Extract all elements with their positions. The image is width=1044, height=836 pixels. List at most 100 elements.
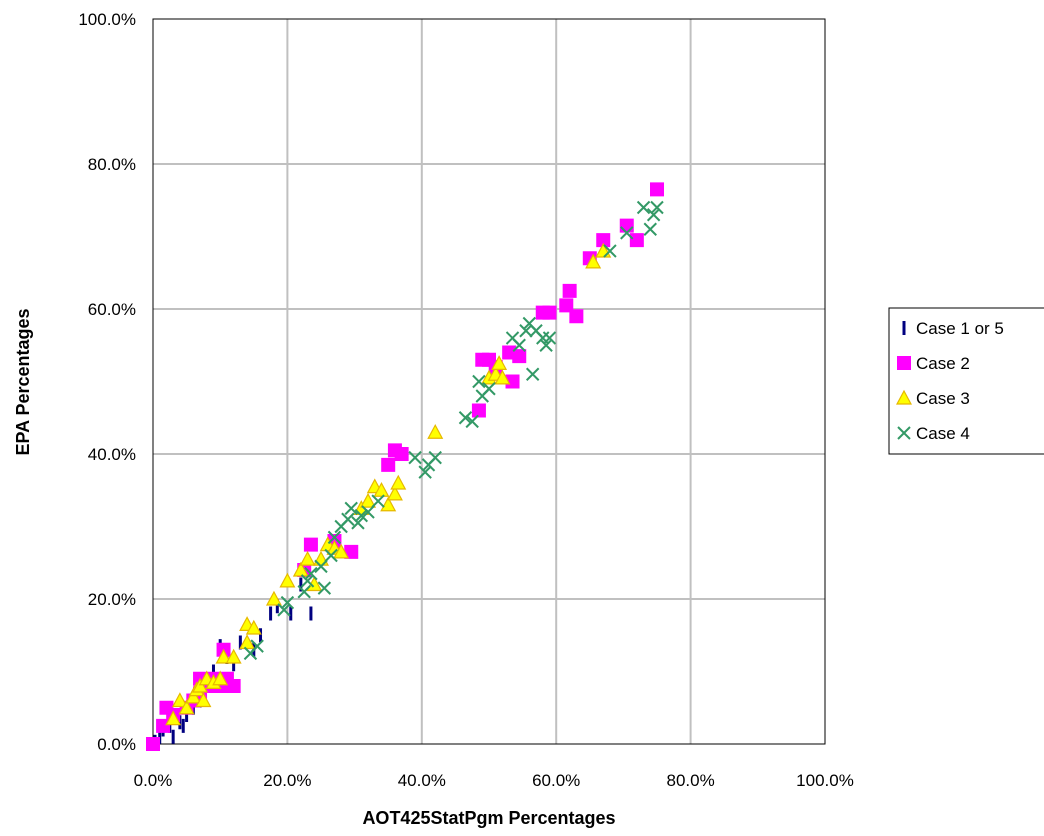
data-point bbox=[300, 574, 315, 588]
data-point bbox=[519, 324, 533, 338]
data-point bbox=[360, 492, 377, 508]
data-point bbox=[317, 581, 332, 595]
data-point bbox=[354, 508, 369, 523]
legend-marker bbox=[902, 321, 906, 335]
data-point bbox=[215, 648, 232, 664]
data-point bbox=[418, 465, 432, 479]
data-point bbox=[636, 200, 651, 215]
legend-box bbox=[888, 307, 1044, 455]
legend-marker bbox=[897, 356, 911, 370]
data-point bbox=[185, 708, 189, 722]
y-tick-labels: 0.0% 20.0% 40.0% 60.0% 80.0% 100.0% bbox=[78, 10, 136, 754]
data-point bbox=[178, 699, 195, 715]
data-point bbox=[512, 338, 526, 352]
data-point bbox=[428, 450, 442, 465]
data-point bbox=[238, 635, 242, 650]
data-point bbox=[525, 367, 540, 381]
data-point bbox=[512, 349, 527, 364]
data-point bbox=[471, 403, 486, 418]
data-point bbox=[373, 481, 390, 497]
data-point bbox=[427, 423, 444, 439]
x-tick-label: 0.0% bbox=[134, 771, 173, 790]
series-4 bbox=[243, 200, 664, 661]
data-point bbox=[341, 512, 355, 526]
data-point bbox=[303, 537, 318, 552]
data-point bbox=[178, 715, 182, 730]
data-point bbox=[226, 679, 241, 693]
y-tick-label: 60.0% bbox=[88, 300, 136, 319]
data-point bbox=[250, 639, 264, 653]
data-point bbox=[620, 226, 634, 240]
data-point bbox=[650, 200, 664, 215]
x-tick-label: 80.0% bbox=[666, 771, 714, 790]
y-tick-label: 100.0% bbox=[78, 10, 136, 29]
data-point bbox=[386, 485, 403, 501]
data-point bbox=[371, 494, 385, 508]
data-point bbox=[185, 688, 202, 704]
legend-label: Case 2 bbox=[916, 354, 970, 373]
data-point bbox=[596, 233, 611, 248]
data-point bbox=[292, 561, 309, 577]
legend-item-2: Case 2 bbox=[897, 354, 970, 373]
data-point bbox=[146, 737, 160, 751]
data-point bbox=[394, 447, 409, 461]
data-point bbox=[381, 457, 396, 472]
y-tick-label: 80.0% bbox=[88, 155, 136, 174]
data-point bbox=[380, 496, 397, 512]
legend: Case 1 or 5 Case 2 Case 3 Case 4 bbox=[888, 307, 1044, 455]
data-point bbox=[275, 599, 279, 614]
data-point bbox=[171, 692, 188, 708]
data-point bbox=[327, 530, 342, 545]
data-point bbox=[181, 718, 185, 733]
data-point bbox=[239, 634, 256, 650]
legend-label: Case 4 bbox=[916, 424, 970, 443]
data-point bbox=[309, 606, 313, 621]
data-point bbox=[542, 305, 557, 320]
legend-item-3: Case 3 bbox=[895, 389, 970, 408]
data-point bbox=[646, 208, 661, 222]
data-point bbox=[165, 710, 182, 726]
data-point bbox=[171, 729, 175, 744]
x-tick-label: 60.0% bbox=[532, 771, 580, 790]
data-point bbox=[344, 544, 359, 559]
data-point bbox=[280, 595, 295, 610]
data-point bbox=[312, 550, 330, 566]
data-point bbox=[192, 677, 209, 693]
legend-item-1: Case 1 or 5 bbox=[902, 319, 1004, 338]
data-point bbox=[211, 664, 215, 679]
data-point bbox=[304, 566, 318, 581]
data-point bbox=[245, 619, 262, 635]
y-tick-label: 40.0% bbox=[88, 445, 136, 464]
legend-label: Case 1 or 5 bbox=[916, 319, 1004, 338]
data-point bbox=[458, 411, 473, 425]
data-point bbox=[562, 283, 577, 298]
data-point bbox=[491, 355, 508, 370]
x-tick-label: 40.0% bbox=[398, 771, 446, 790]
y-axis-title: EPA Percentages bbox=[13, 308, 33, 455]
data-point bbox=[585, 253, 602, 269]
plot-area bbox=[152, 18, 826, 745]
data-point bbox=[344, 501, 358, 516]
y-tick-label: 0.0% bbox=[97, 735, 136, 754]
data-points bbox=[146, 182, 664, 751]
data-point bbox=[482, 382, 496, 396]
data-point bbox=[408, 450, 422, 465]
data-point bbox=[650, 182, 664, 197]
legend-label: Case 3 bbox=[916, 389, 970, 408]
data-point bbox=[299, 577, 303, 592]
data-point bbox=[351, 516, 365, 530]
gridlines bbox=[153, 19, 825, 744]
y-tick-label: 20.0% bbox=[88, 590, 136, 609]
data-point bbox=[259, 628, 263, 643]
x-tick-label: 100.0% bbox=[796, 771, 854, 790]
data-point bbox=[494, 369, 511, 385]
data-point bbox=[505, 374, 520, 389]
data-point bbox=[156, 718, 171, 733]
data-point bbox=[279, 572, 296, 588]
data-point bbox=[619, 218, 634, 233]
data-point bbox=[269, 606, 273, 621]
data-point bbox=[232, 657, 236, 672]
data-point bbox=[195, 692, 212, 708]
data-point bbox=[299, 550, 316, 566]
